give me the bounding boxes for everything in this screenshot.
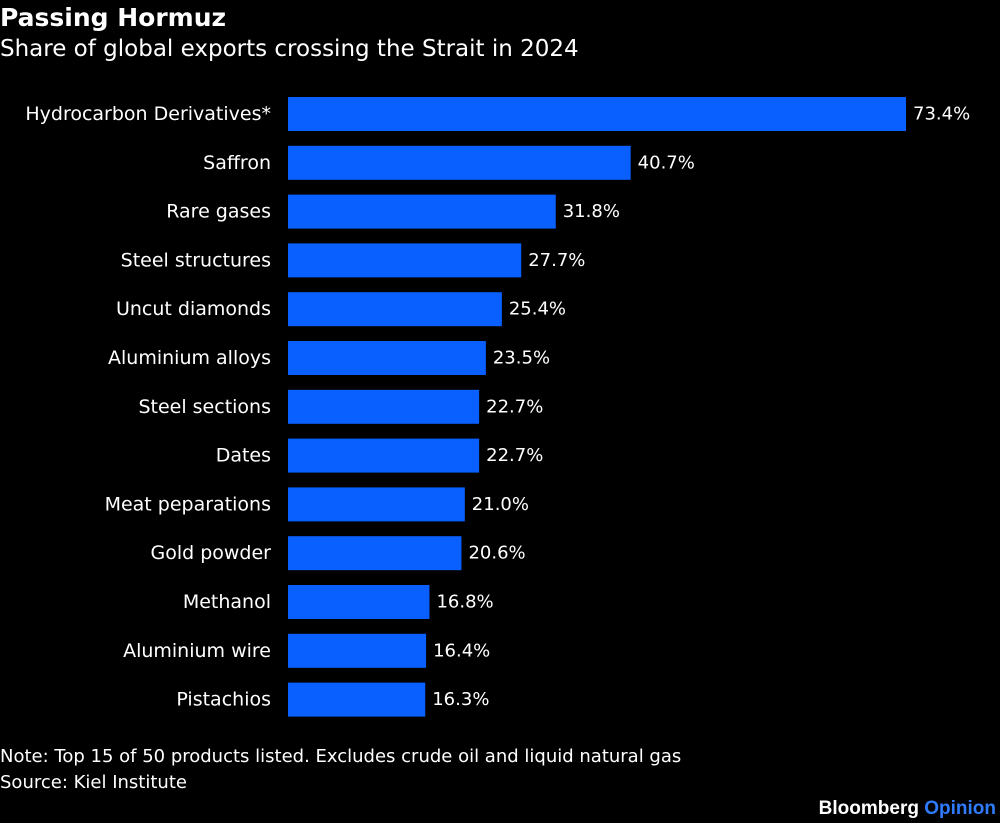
bar <box>288 97 906 131</box>
category-label: Steel structures <box>121 249 271 271</box>
bar <box>288 536 462 571</box>
bar <box>288 292 502 327</box>
value-label: 31.8% <box>563 201 620 222</box>
value-label: 16.4% <box>433 640 490 661</box>
category-label: Aluminium alloys <box>108 347 271 369</box>
bar <box>288 585 430 619</box>
value-label: 73.4% <box>913 104 970 125</box>
chart-source: Source: Kiel Institute <box>0 772 187 793</box>
category-label: Methanol <box>183 591 271 613</box>
category-label: Pistachios <box>176 689 271 711</box>
category-label: Gold powder <box>150 542 271 564</box>
category-label: Aluminium wire <box>123 640 271 662</box>
chart-subtitle: Share of global exports crossing the Str… <box>0 36 579 62</box>
value-label: 16.3% <box>432 689 489 710</box>
bloomberg-opinion-logo: Bloomberg Opinion <box>819 796 996 822</box>
category-label: Uncut diamonds <box>116 298 271 320</box>
bar <box>288 145 631 180</box>
bar <box>288 389 480 424</box>
brand-name: Bloomberg <box>818 798 919 819</box>
value-label: 23.5% <box>493 348 550 369</box>
category-label: Steel sections <box>138 396 271 418</box>
value-label: 16.8% <box>436 592 493 613</box>
category-label: Hydrocarbon Derivatives* <box>25 103 271 125</box>
value-label: 20.6% <box>468 543 525 564</box>
chart-title: Passing Hormuz <box>0 3 227 32</box>
bar <box>288 633 427 668</box>
bar <box>288 341 486 375</box>
value-label: 25.4% <box>509 299 566 320</box>
category-label: Dates <box>216 445 271 467</box>
category-label: Meat peparations <box>105 493 271 515</box>
bar <box>288 243 522 278</box>
bar <box>288 438 480 473</box>
bar <box>288 487 465 522</box>
category-label: Saffron <box>203 152 271 174</box>
value-label: 27.7% <box>528 250 585 271</box>
value-label: 21.0% <box>472 494 529 515</box>
value-label: 22.7% <box>486 445 543 466</box>
value-label: 40.7% <box>638 152 695 173</box>
category-label: Rare gases <box>166 201 271 223</box>
bar <box>288 682 426 717</box>
brand-suffix: Opinion <box>924 798 996 819</box>
value-label: 22.7% <box>486 396 543 417</box>
bar-chart: Hydrocarbon Derivatives* 73.4% Saffron 40.7… <box>25 97 970 717</box>
bar <box>288 194 556 229</box>
chart-note: Note: Top 15 of 50 products listed. Excl… <box>0 746 682 767</box>
